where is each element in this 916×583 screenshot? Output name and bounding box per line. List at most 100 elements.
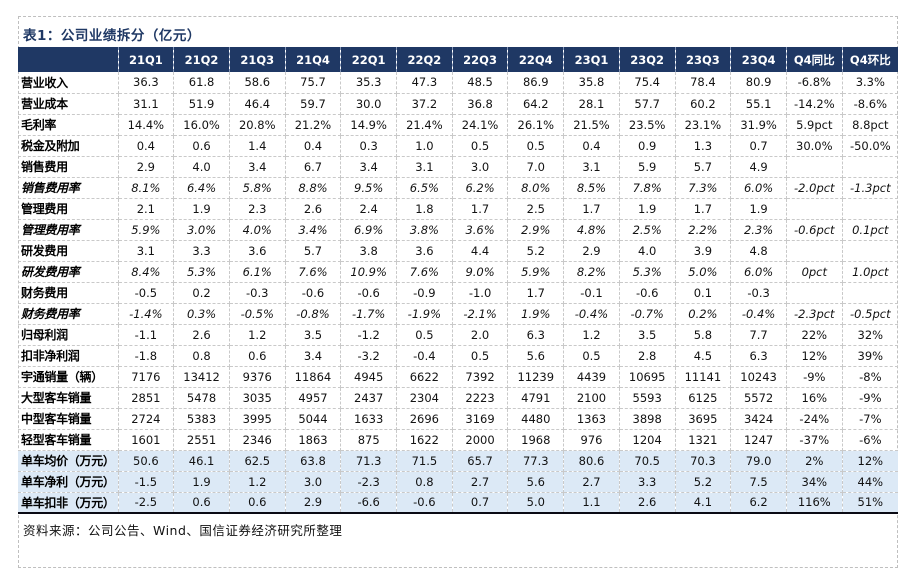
data-cell: 2.3%	[730, 219, 787, 241]
data-cell: 5383	[173, 408, 230, 430]
data-cell: 2851	[118, 387, 175, 409]
data-cell: 5478	[173, 387, 230, 409]
data-cell: -14.2%	[786, 93, 843, 115]
data-cell: -0.6	[285, 282, 342, 304]
data-cell: 2.3	[229, 198, 286, 220]
data-cell: 8.4%	[118, 261, 175, 283]
data-cell: 3.4	[340, 156, 398, 178]
data-cell: 1968	[507, 429, 565, 451]
data-cell: 2.5%	[619, 219, 676, 241]
data-cell: 0.4	[118, 135, 175, 157]
data-cell: 11239	[507, 366, 565, 388]
data-cell	[786, 282, 843, 304]
data-cell: 1247	[730, 429, 787, 451]
data-cell: 1.9	[173, 198, 230, 220]
row-label-header	[18, 47, 119, 72]
data-cell: 2.8	[619, 345, 676, 367]
data-cell: 5.9	[619, 156, 676, 178]
data-cell: 6.1%	[229, 261, 286, 283]
data-cell: 5.9pct	[786, 114, 843, 136]
row-label: 中型客车销量	[18, 408, 119, 430]
data-cell: 28.1	[563, 93, 620, 115]
data-cell: 1.9	[619, 198, 676, 220]
data-cell: 3169	[452, 408, 509, 430]
data-cell: -0.6	[619, 282, 676, 304]
report-table-frame: 表1：公司业绩拆分（亿元） 21Q1 21Q2 21Q3 21Q4 22Q1 22Q2 22…	[18, 16, 898, 568]
table-row: 管理费用 2.1 1.9 2.3 2.6 2.4 1.8 1.7 2.5 1.7 1.9 1.7 1.9	[18, 198, 898, 220]
data-cell: 2.0	[452, 324, 509, 346]
data-cell: 12%	[842, 450, 898, 472]
data-cell: 3.4%	[285, 219, 342, 241]
data-cell: 64.2	[507, 93, 565, 115]
data-cell: -8%	[842, 366, 898, 388]
row-label: 研发费用率	[18, 261, 119, 283]
data-cell: -2.1%	[452, 303, 509, 325]
data-cell: 2.9	[285, 492, 342, 514]
data-cell: 59.7	[285, 93, 342, 115]
data-cell: 3.6	[396, 240, 453, 262]
data-cell: 1.9%	[507, 303, 565, 325]
data-cell: 2346	[229, 429, 286, 451]
data-cell: 65.7	[452, 450, 509, 472]
data-cell: 6.7	[285, 156, 342, 178]
row-label: 营业收入	[18, 72, 119, 94]
data-cell: 35.8	[563, 72, 620, 94]
data-cell: -0.1	[563, 282, 620, 304]
data-cell: 60.2	[675, 93, 732, 115]
data-cell: 7.5	[730, 471, 787, 493]
data-cell: 3.0%	[173, 219, 230, 241]
data-cell: 7392	[452, 366, 509, 388]
data-cell: -1.8	[118, 345, 175, 367]
data-cell: 7176	[118, 366, 175, 388]
data-cell: 5.7	[675, 156, 732, 178]
data-cell: 77.3	[507, 450, 565, 472]
table-row: 大型客车销量 2851 5478 3035 4957 2437 2304 2223 4791 21…	[18, 387, 898, 409]
data-cell: 4957	[285, 387, 342, 409]
data-cell: 8.5%	[563, 177, 620, 199]
data-cell: 3.6	[229, 240, 286, 262]
data-cell: 75.7	[285, 72, 342, 94]
data-cell	[842, 240, 898, 262]
data-cell: 3.6%	[452, 219, 509, 241]
table-row: 单车扣非（万元） -2.5 0.6 0.6 2.9 -6.6 -0.6 0.7 5.0 1.1 2.…	[18, 492, 898, 514]
data-cell: 2.2%	[675, 219, 732, 241]
data-cell: 9.5%	[340, 177, 398, 199]
data-cell: 5.9%	[118, 219, 175, 241]
row-label: 销售费用	[18, 156, 119, 178]
data-cell: 7.8%	[619, 177, 676, 199]
data-cell: 5.7	[285, 240, 342, 262]
data-cell: 6.4%	[173, 177, 230, 199]
data-cell: -24%	[786, 408, 843, 430]
column-header: 21Q2	[173, 47, 230, 72]
data-cell: 26.1%	[507, 114, 565, 136]
data-cell: 3035	[229, 387, 286, 409]
table-row: 销售费用率 8.1% 6.4% 5.8% 8.8% 9.5% 6.5% 6.2% 8.0% 8.5…	[18, 177, 898, 199]
data-cell: 5.8%	[229, 177, 286, 199]
data-cell: 0.6	[229, 492, 286, 514]
source-note: 资料来源：公司公告、Wind、国信证券经济研究所整理	[23, 523, 343, 538]
data-cell: 5044	[285, 408, 342, 430]
data-cell: 8.1%	[118, 177, 175, 199]
data-cell: 35.3	[340, 72, 398, 94]
data-cell: 2223	[452, 387, 509, 409]
data-cell: -0.8%	[285, 303, 342, 325]
data-cell: -1.2	[340, 324, 398, 346]
data-cell	[842, 282, 898, 304]
data-cell: 3424	[730, 408, 787, 430]
data-cell: 5.2	[675, 471, 732, 493]
data-cell: 2.9%	[507, 219, 565, 241]
data-cell: 62.5	[229, 450, 286, 472]
column-header: Q4环比	[842, 47, 898, 72]
data-cell: 58.6	[229, 72, 286, 94]
data-cell: 2.9	[118, 156, 175, 178]
data-cell: 1.9	[173, 471, 230, 493]
data-cell: 34%	[786, 471, 843, 493]
data-cell: 4.4	[452, 240, 509, 262]
data-cell: 1.2	[229, 471, 286, 493]
data-cell: -6.8%	[786, 72, 843, 94]
row-label: 财务费用率	[18, 303, 119, 325]
data-cell: 6.0%	[730, 261, 787, 283]
data-cell: 3695	[675, 408, 732, 430]
data-cell: 5.0%	[675, 261, 732, 283]
data-cell: 3.5	[619, 324, 676, 346]
